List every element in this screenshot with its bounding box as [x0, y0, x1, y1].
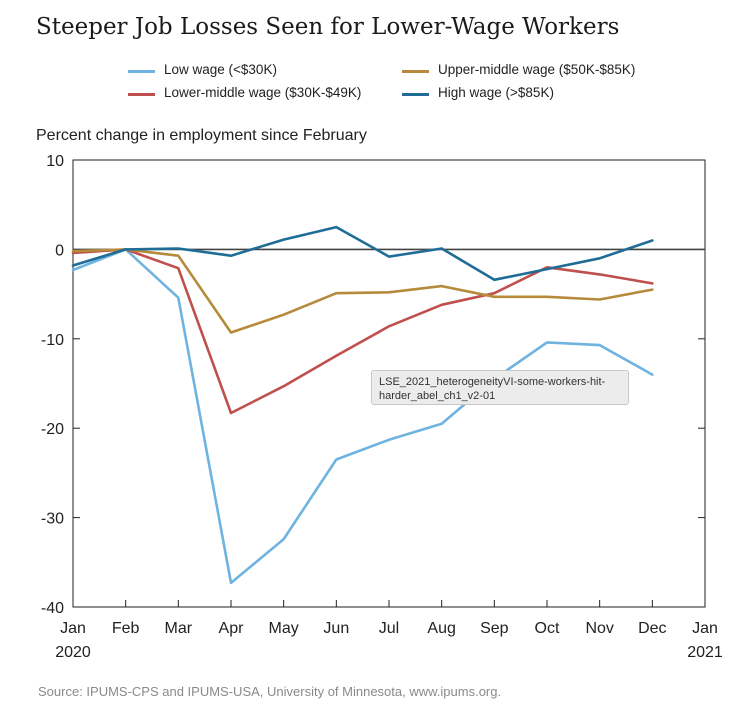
x-tick-label: Mar — [165, 620, 193, 637]
series-line-low-wage — [71, 248, 654, 585]
x-tick-label: Jan — [60, 620, 86, 637]
y-tick-label: -20 — [41, 421, 64, 438]
series-line-upper-middle-wage — [71, 248, 654, 334]
legend-swatch-upper-middle — [402, 70, 429, 73]
x-tick-label: Jun — [323, 620, 349, 637]
x-tick-label: Nov — [585, 620, 613, 637]
legend-swatch-lower-middle — [128, 93, 155, 96]
legend-label-low: Low wage (<$30K) — [164, 62, 277, 77]
x-tick-year-label: 2021 — [687, 644, 723, 661]
x-tick-label: Apr — [219, 620, 245, 637]
x-tick-label: Sep — [480, 620, 509, 637]
legend-swatch-low — [128, 70, 155, 73]
y-tick-label: -30 — [41, 511, 64, 528]
x-tick-label: May — [269, 620, 299, 637]
legend-swatch-high — [402, 93, 429, 96]
y-tick-label: -40 — [41, 600, 64, 617]
legend-label-upper-middle: Upper-middle wage ($50K-$85K) — [438, 62, 636, 77]
y-tick-label: -10 — [41, 332, 64, 349]
legend-label-high: High wage (>$85K) — [438, 85, 554, 100]
y-tick-label: 0 — [55, 242, 64, 259]
x-tick-label: Jul — [379, 620, 399, 637]
x-tick-label: Feb — [112, 620, 140, 637]
series-line-high-wage — [71, 225, 654, 282]
legend-label-lower-middle: Lower-middle wage ($30K-$49K) — [164, 85, 362, 100]
x-tick-label: Aug — [427, 620, 455, 637]
y-axis-label: Percent change in employment since Febru… — [36, 127, 367, 144]
chart-title: Steeper Job Losses Seen for Lower-Wage W… — [36, 14, 620, 40]
tooltip: LSE_2021_heterogeneityVI-some-workers-hi… — [371, 370, 629, 405]
source-note: Source: IPUMS-CPS and IPUMS-USA, Univers… — [38, 684, 502, 699]
x-tick-year-label: 2020 — [55, 644, 91, 661]
y-tick-label: 10 — [46, 153, 64, 170]
x-tick-label: Dec — [638, 620, 666, 637]
x-tick-label: Jan — [692, 620, 718, 637]
x-tick-label: Oct — [535, 620, 560, 637]
